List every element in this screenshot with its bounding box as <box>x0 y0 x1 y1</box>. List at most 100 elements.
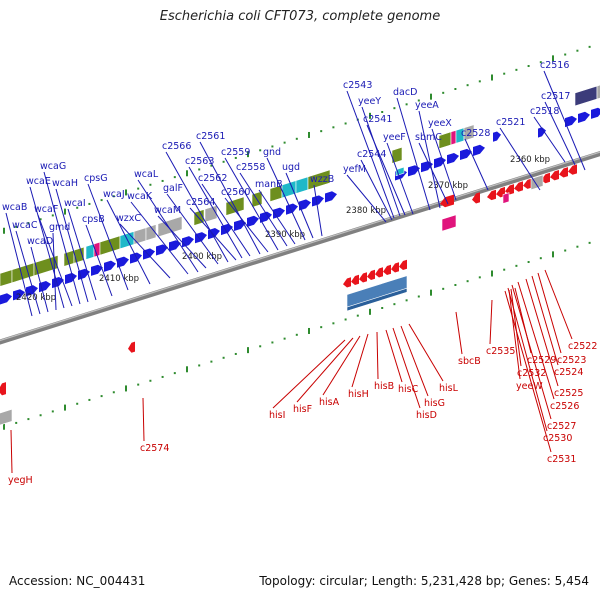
forward-gene-arrow <box>195 232 207 244</box>
forward-gene-label-wzzB: wzzB <box>310 174 334 185</box>
reverse-gene-label-c2522: c2522 <box>568 341 597 352</box>
forward-gene-leader-cpsG <box>87 183 129 291</box>
reverse-gene-arrow <box>399 259 407 270</box>
reverse-gene-label-c2526: c2526 <box>550 401 579 412</box>
forward-gene-arrow <box>312 195 324 207</box>
reverse-gene-leader-hisB <box>376 331 379 380</box>
forward-gene-leader-sbmC <box>418 142 449 205</box>
reverse-gene-leader-hisF <box>296 337 354 403</box>
reverse-gene-arrow <box>367 269 375 281</box>
forward-gene-arrow <box>156 244 168 256</box>
cog-box <box>85 243 95 260</box>
forward-gene-arrow <box>143 248 155 260</box>
reverse-gene-leader-c2525 <box>525 278 559 387</box>
forward-gene-label-yeeX: yeeX <box>428 118 452 129</box>
reverse-gene-label-c2523: c2523 <box>557 355 586 366</box>
forward-gene-label-cpsB: cpsB <box>82 214 105 225</box>
cog-box <box>391 146 403 164</box>
reverse-gene-arrow <box>0 382 6 396</box>
forward-gene-label-c2521: c2521 <box>496 117 525 128</box>
forward-gene-leader-c2518 <box>533 116 566 163</box>
cog-box <box>295 176 309 194</box>
scale-label: 2400 kbp <box>182 252 222 262</box>
forward-gene-leader-yefM <box>346 174 387 223</box>
reverse-gene-arrow <box>472 192 480 204</box>
forward-gene-label-yeeF: yeeF <box>383 132 406 143</box>
forward-gene-leader-gmd <box>52 232 57 311</box>
cog-box <box>145 224 157 242</box>
forward-gene-label-c2544: c2544 <box>357 149 386 160</box>
reverse-gene-leader-c2527 <box>511 284 552 420</box>
reverse-gene-label-hisF: hisF <box>293 404 312 415</box>
scale-label-group: 2360 kbp 2370 kbp 2380 kbp 2390 kbp 2400 kbp… <box>16 155 550 303</box>
reverse-gene-label-hisA: hisA <box>319 397 340 408</box>
forward-gene-leader-c2561 <box>199 141 261 255</box>
forward-gene-label-c2561: c2561 <box>196 131 225 142</box>
cog-box <box>307 169 331 191</box>
scale-label: 2360 kbp <box>510 155 550 165</box>
forward-gene-leader-c2564 <box>189 207 237 261</box>
forward-gene-arrow <box>65 272 77 285</box>
forward-gene-label-wcaK: wcaK <box>127 191 153 202</box>
forward-gene-arrow <box>247 215 259 227</box>
forward-gene-leader-gnd <box>266 157 306 241</box>
forward-gene-label-wcaM: wcaM <box>154 205 181 216</box>
forward-gene-leader-c2560 <box>224 197 269 253</box>
forward-gene-label-galF: galF <box>163 183 183 194</box>
forward-gene-arrow <box>434 157 446 169</box>
forward-gene-label-c2566: c2566 <box>162 141 191 152</box>
cog-box <box>0 408 13 426</box>
reverse-gene-label-c2535: c2535 <box>486 346 515 357</box>
forward-gene-leader-c2521 <box>499 127 541 191</box>
forward-gene-arrow <box>493 131 501 142</box>
forward-gene-arrow <box>104 260 116 272</box>
reverse-gene-label-yegH: yegH <box>8 475 33 486</box>
forward-gene-label-c2560: c2560 <box>221 187 250 198</box>
forward-gene-label-ugd: ugd <box>282 162 300 173</box>
forward-gene-leader-yeeY <box>361 106 401 217</box>
forward-gene-label-c2562: c2562 <box>198 173 227 184</box>
reverse-gene-label-hisC: hisC <box>398 384 419 395</box>
forward-gene-arrow <box>408 165 420 177</box>
forward-gene-label-yeeY: yeeY <box>358 96 381 107</box>
forward-gene-arrow <box>26 285 38 297</box>
cog-box <box>225 196 245 216</box>
forward-gene-leader-galF <box>166 193 219 265</box>
forward-gene-arrow <box>130 252 142 264</box>
forward-gene-leader-c2543 <box>346 90 395 219</box>
forward-gene-label-wcaD: wcaD <box>27 236 53 247</box>
forward-gene-arrow <box>473 144 485 156</box>
scale-label: 2410 kbp <box>99 274 139 284</box>
forward-gene-leader-wcaH <box>55 188 89 303</box>
reverse-gene-leader-c2529 <box>514 287 532 354</box>
gene-label-group: c2516 c2517 c2518 c2521 c2528 yeeX sbmC yeeA dac… <box>2 60 597 486</box>
forward-gene-label-wcaG: wcaG <box>40 161 66 172</box>
forward-gene-arrow <box>91 264 103 276</box>
forward-gene-leader-wcaI <box>67 208 97 301</box>
genome-backbone <box>0 150 600 345</box>
forward-gene-arrow <box>578 111 590 124</box>
reverse-gene-label-hisH: hisH <box>348 389 369 400</box>
reverse-gene-leader-yegH <box>10 429 13 474</box>
reverse-gene-arrow <box>343 277 351 288</box>
cog-box <box>441 214 457 232</box>
forward-gene-label-wcaL: wcaL <box>134 169 159 180</box>
forward-gene-leader-c2566 <box>165 151 229 263</box>
reverse-gene-leader-hisI <box>272 339 346 409</box>
forward-gene-label-c2558: c2558 <box>236 162 265 173</box>
forward-gene-leader-c2562 <box>201 183 251 257</box>
forward-gene-leader-manB <box>258 189 296 245</box>
reverse-gene-leader-hisG <box>400 325 429 397</box>
cog-box <box>0 269 13 287</box>
forward-gene-arrow <box>169 240 181 252</box>
forward-gene-label-yeeA: yeeA <box>415 100 439 111</box>
reverse-gene-arrow <box>375 267 383 278</box>
forward-gene-leader-wcaF <box>37 214 73 307</box>
cog-box <box>502 192 510 204</box>
cog-box <box>530 174 544 191</box>
forward-gene-leader-wcaG <box>43 171 81 305</box>
forward-gene-label-c2541: c2541 <box>363 114 392 125</box>
forward-gene-arrow <box>13 289 25 301</box>
forward-gene-arrow <box>260 211 272 223</box>
